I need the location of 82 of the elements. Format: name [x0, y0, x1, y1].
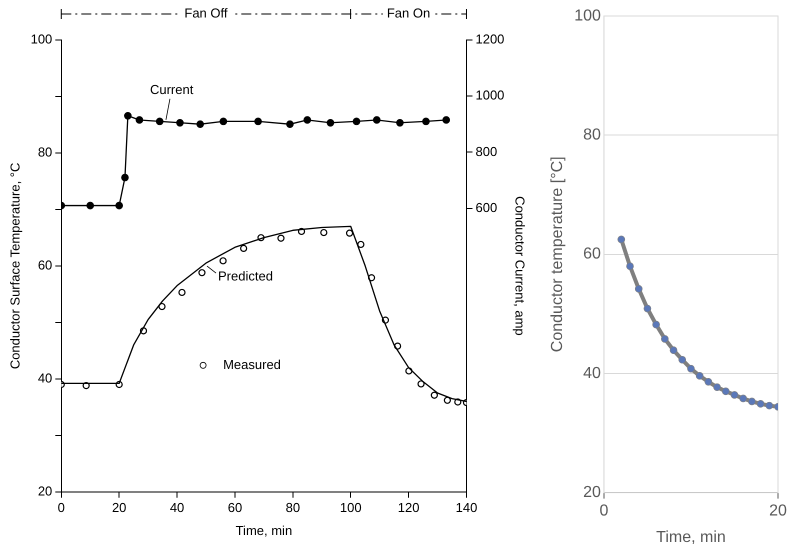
point	[626, 262, 634, 270]
x-axis-title: Time, min	[236, 522, 292, 538]
point	[219, 257, 227, 264]
point	[346, 230, 354, 237]
y-tick-label: 20	[583, 484, 601, 502]
y-tick-label: 80	[583, 126, 601, 144]
point	[136, 116, 144, 124]
y2-tick-label: 800	[475, 144, 498, 159]
point	[748, 398, 756, 406]
point	[644, 304, 652, 312]
point	[661, 335, 669, 343]
y-tick-label: 40	[583, 364, 601, 382]
point	[240, 244, 248, 252]
point	[121, 174, 129, 182]
y-tick-label: 100	[30, 32, 52, 47]
point	[326, 118, 334, 127]
point	[286, 120, 294, 128]
x-tick-label: 80	[286, 500, 300, 516]
point	[178, 288, 186, 296]
point	[422, 118, 430, 126]
y-tick-label: 40	[38, 370, 52, 386]
y-tick-label: 100	[574, 7, 601, 24]
x-axis-title: Time, min	[656, 528, 726, 546]
point	[730, 391, 738, 399]
x-tick-label: 20	[112, 500, 126, 516]
point	[634, 285, 643, 293]
y-tick-label: 60	[38, 257, 52, 272]
point	[765, 402, 774, 410]
point	[722, 388, 730, 396]
point	[156, 118, 164, 126]
point	[430, 392, 438, 399]
point	[86, 202, 94, 210]
x-tick-label: 0	[599, 502, 608, 520]
x-tick-label: 60	[228, 500, 242, 516]
point	[618, 236, 626, 244]
point	[417, 380, 425, 388]
point	[687, 364, 695, 372]
point	[277, 234, 285, 242]
x-tick-label: 120	[398, 500, 420, 516]
point	[696, 372, 704, 380]
text: Fan On	[386, 6, 430, 21]
point	[652, 320, 660, 328]
point	[704, 378, 712, 386]
point	[220, 118, 228, 126]
point	[444, 396, 451, 404]
x-tick-label: 0	[58, 500, 65, 516]
y2-tick-label: 1000	[475, 88, 504, 103]
point	[320, 228, 328, 236]
legend-label: Predicted	[218, 268, 273, 284]
point	[670, 346, 678, 354]
y2-axis-title: Conductor Current, amp	[512, 196, 528, 336]
y-axis-title: Conductor Surface Temperature, °C	[7, 162, 22, 370]
point	[357, 240, 364, 248]
x-tick-label: 140	[456, 500, 478, 516]
x-tick-label: 20	[769, 502, 787, 520]
point	[124, 112, 132, 120]
legend-label: Measured	[223, 356, 281, 372]
y-tick-label: 80	[38, 144, 52, 160]
point	[198, 269, 206, 276]
point	[352, 118, 360, 126]
point	[176, 118, 184, 127]
point	[115, 202, 123, 210]
series-label: Current	[150, 82, 194, 97]
point	[442, 116, 450, 124]
point	[254, 118, 262, 126]
point	[158, 302, 166, 310]
y2-tick-label: 600	[475, 200, 498, 215]
y-tick-label: 60	[583, 246, 601, 263]
point	[396, 118, 404, 127]
point	[196, 120, 204, 128]
y2-tick-label: 1200	[475, 32, 504, 47]
point	[678, 356, 686, 364]
x-tick-label: 100	[340, 500, 362, 516]
x-tick-label: 40	[170, 500, 184, 516]
y-tick-label: 20	[38, 483, 52, 498]
y-axis-title: Conductor temperature [°C]	[549, 156, 566, 352]
point	[304, 116, 312, 124]
point	[713, 383, 721, 391]
point	[372, 116, 381, 124]
point	[756, 400, 764, 408]
point	[739, 394, 747, 402]
text: Fan Off	[184, 6, 228, 21]
